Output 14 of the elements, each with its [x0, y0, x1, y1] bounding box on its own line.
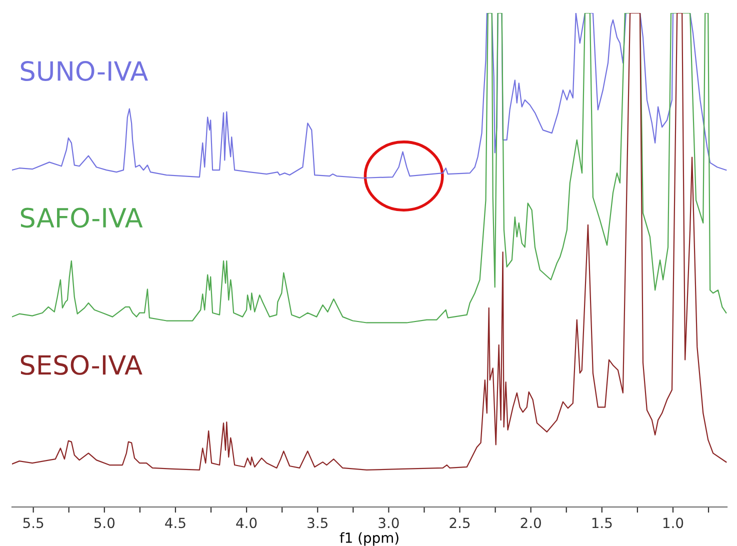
x-tick-label: 1.5: [592, 518, 612, 528]
x-tick-label: 3.0: [378, 518, 399, 528]
series-label: SAFO-IVA: [20, 208, 143, 228]
x-tick-label: 2.5: [450, 518, 470, 528]
x-tick-label: 3.5: [308, 518, 328, 528]
x-tick-label: 4.0: [236, 518, 257, 528]
x-axis-title: f1 (ppm): [340, 532, 398, 546]
x-tick-label: 1.0: [663, 518, 684, 528]
text: SESO-IVA: [20, 354, 142, 375]
x-tick-label: 5.5: [23, 518, 44, 528]
x-tick-label: 4.5: [165, 518, 186, 528]
series-label: SUNO-IVA: [20, 61, 148, 81]
x-tick-label: 5.0: [94, 518, 115, 528]
x-tick-label: 2.0: [520, 518, 541, 528]
